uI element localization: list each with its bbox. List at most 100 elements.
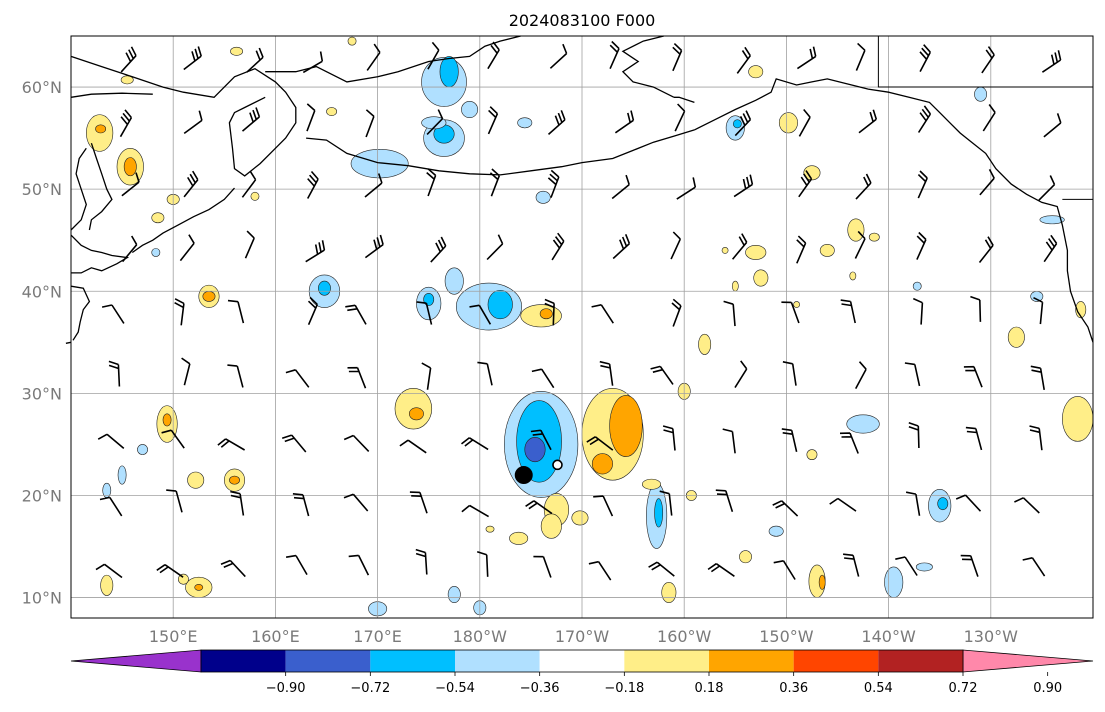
anomaly-contour	[868, 232, 880, 242]
wind-barb	[1038, 175, 1056, 201]
anomaly-contour	[753, 269, 769, 287]
anomaly-contour	[1075, 301, 1087, 319]
wind-barb	[1043, 234, 1058, 263]
wind-barb	[733, 174, 754, 198]
wind-barb	[1033, 296, 1044, 325]
anomaly-contour	[591, 453, 613, 475]
wind-barb	[781, 301, 800, 324]
wind-barb	[399, 439, 427, 454]
lat-tick-label: 10°N	[22, 589, 62, 608]
anomaly-contour	[509, 531, 529, 545]
wind-barb	[912, 297, 924, 325]
wind-barb	[547, 169, 560, 198]
anomaly-contour	[661, 581, 677, 603]
lat-tick-label: 40°N	[22, 282, 62, 301]
anomaly-contour	[444, 267, 464, 295]
lat-tick-label: 60°N	[22, 78, 62, 97]
wind-barb	[917, 170, 928, 199]
anomaly-contour	[439, 56, 459, 88]
anomaly-contour	[230, 46, 243, 56]
anomaly-contour	[487, 289, 513, 320]
wind-barb	[1022, 557, 1046, 577]
lon-tick-label: 170°W	[555, 627, 610, 646]
colorbar-tick-label: −0.54	[435, 681, 475, 696]
anomaly-contour	[609, 395, 643, 457]
wind-barb	[416, 301, 433, 325]
wind-barb	[364, 234, 384, 259]
wind-barb	[241, 170, 257, 198]
wind-barb	[840, 299, 856, 324]
wind-barb	[829, 497, 857, 512]
wind-barb	[347, 366, 367, 389]
wind-barb	[421, 362, 432, 390]
coastline	[70, 92, 153, 98]
wind-barb	[108, 360, 121, 387]
anomaly-contour	[1062, 396, 1094, 442]
colorbar-segment	[709, 650, 794, 672]
wind-barb	[281, 434, 307, 453]
lon-tick-label: 160°E	[251, 627, 300, 646]
colorbar-segment	[539, 650, 625, 672]
wind-barb	[591, 304, 614, 324]
anomaly-contour	[350, 149, 409, 179]
wind-barb	[981, 46, 995, 74]
wind-barb	[469, 304, 492, 325]
anomaly-contour	[884, 566, 904, 598]
anomaly-contour	[745, 245, 767, 260]
wind-barb	[366, 43, 381, 71]
anomaly-contour	[178, 573, 189, 585]
wind-barb	[1029, 425, 1043, 451]
wind-barb	[609, 40, 620, 70]
latitude-labels: 60°N 50°N 40°N 30°N 20°N 10°N	[22, 78, 62, 608]
anomaly-contour	[421, 116, 447, 130]
colorbar-tick-label: −0.72	[350, 681, 390, 696]
colorbar-tick-label: 0.18	[695, 681, 724, 696]
anomaly-contour	[1039, 215, 1065, 225]
anomaly-contour	[461, 101, 479, 118]
anomaly-contour	[806, 449, 818, 461]
colorbar-segment	[878, 650, 963, 672]
wind-barb	[672, 43, 683, 72]
anomaly-contour	[571, 510, 589, 526]
anomaly-contour	[123, 157, 137, 177]
anomaly-contour	[818, 574, 826, 590]
wind-barb	[1043, 113, 1062, 138]
anomaly-contour	[120, 75, 134, 85]
wind-barb	[650, 365, 674, 385]
colorbar-extend-high	[962, 649, 1094, 673]
wind-barb	[904, 362, 921, 387]
wind-barb	[707, 563, 735, 577]
colorbar-tick-label: −0.36	[520, 681, 560, 696]
wind-barb	[183, 110, 203, 135]
wind-barb	[662, 425, 676, 451]
wind-barb	[736, 46, 751, 74]
wind-barb	[612, 234, 631, 260]
wind-barb	[722, 428, 736, 454]
lat-tick-label: 50°N	[22, 180, 62, 199]
wind-barb	[345, 304, 367, 325]
wind-barb	[781, 428, 798, 452]
anomaly-contour	[539, 308, 553, 320]
anomaly-shading	[86, 36, 1094, 617]
colorbar-extend-low	[70, 649, 202, 673]
colorbar-segment	[370, 650, 455, 672]
anomaly-contour	[739, 550, 752, 564]
wind-barb	[531, 368, 555, 389]
wind-barb	[220, 559, 246, 578]
wind-barb	[119, 109, 133, 138]
wind-barb	[166, 489, 183, 513]
wind-barb	[525, 500, 553, 515]
wind-barb	[979, 169, 995, 196]
anomaly-contour	[318, 280, 331, 296]
colorbar-tick-label: −0.90	[266, 681, 306, 696]
coastline	[70, 234, 130, 274]
coastline	[88, 142, 113, 231]
wind-barb	[905, 491, 921, 516]
wind-barb	[670, 231, 682, 260]
wind-barb	[854, 361, 867, 389]
anomaly-contour	[162, 413, 172, 427]
wind-barb	[855, 173, 872, 200]
anomaly-contour	[915, 562, 933, 572]
anomaly-contour	[937, 497, 949, 511]
